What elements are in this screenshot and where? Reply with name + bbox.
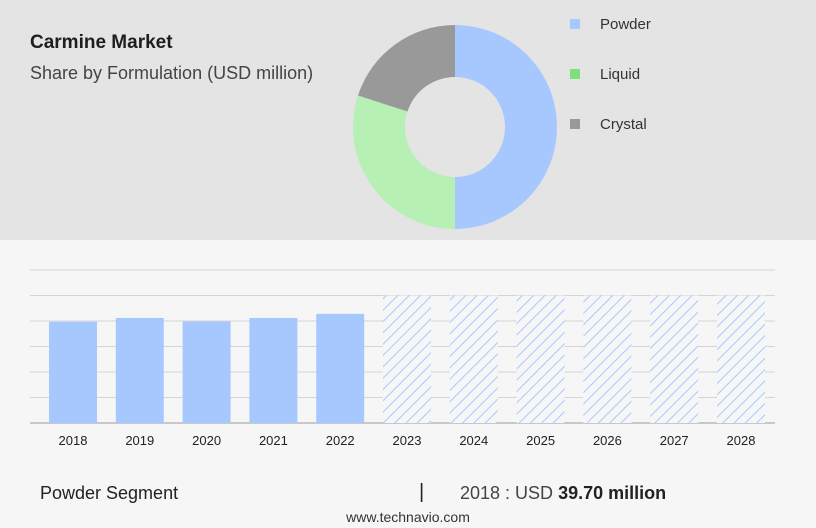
x-tick-label-2018: 2018 [59,433,88,448]
donut-slice-powder [455,25,557,229]
bar-2025 [516,295,565,423]
donut-slice-crystal [357,25,455,112]
legend-label-liquid: Liquid [600,65,641,83]
segment-value-prefix: 2018 : USD [460,483,554,503]
legend-item-powder: Powder [570,14,651,34]
segment-value-amount: 39.70 million [558,483,667,503]
legend-label-crystal: Crystal [600,115,647,133]
bar-2027 [650,295,699,423]
legend-swatch-liquid [570,69,580,79]
bar-2019 [115,317,164,423]
bar-chart: 2018 2019 2020 2021 2022 2023 2024 2025 2026 2027… [30,269,775,448]
bar-2023 [383,295,431,423]
x-tick-label-2022: 2022 [326,433,355,448]
segment-value: 2018 : USD 39.70 million [460,483,666,504]
x-tick-label-2026: 2026 [593,433,622,448]
bar-2022 [316,313,365,423]
x-tick-label-2025: 2025 [526,433,555,448]
bar-2028 [717,295,765,423]
footer-separator: | [419,481,425,503]
legend-swatch-powder [570,19,580,29]
chart-title: Carmine Market [30,32,173,53]
legend-item-liquid: Liquid [570,64,651,84]
bar-2024 [449,295,498,423]
legend-swatch-crystal [570,119,580,129]
x-tick-label-2027: 2027 [660,433,689,448]
segment-label: Powder Segment [40,483,179,503]
x-tick-label-2028: 2028 [727,433,756,448]
x-tick-label-2024: 2024 [459,433,488,448]
x-tick-label-2023: 2023 [393,433,422,448]
bar-2020 [182,321,231,423]
legend-item-crystal: Crystal [570,114,651,134]
legend-label-powder: Powder [600,15,651,33]
bar-2021 [249,317,298,423]
x-tick-label-2021: 2021 [259,433,288,448]
x-tick-label-2020: 2020 [192,433,221,448]
bar-2026 [583,295,632,423]
donut-chart [353,25,557,229]
legend: Powder Liquid Crystal [570,14,651,164]
bar-2018 [49,321,97,423]
donut-slice-liquid [353,95,455,229]
chart-subtitle: Share by Formulation (USD million) [30,63,314,83]
source-link[interactable]: www.technavio.com [346,509,470,525]
x-tick-label-2019: 2019 [125,433,154,448]
